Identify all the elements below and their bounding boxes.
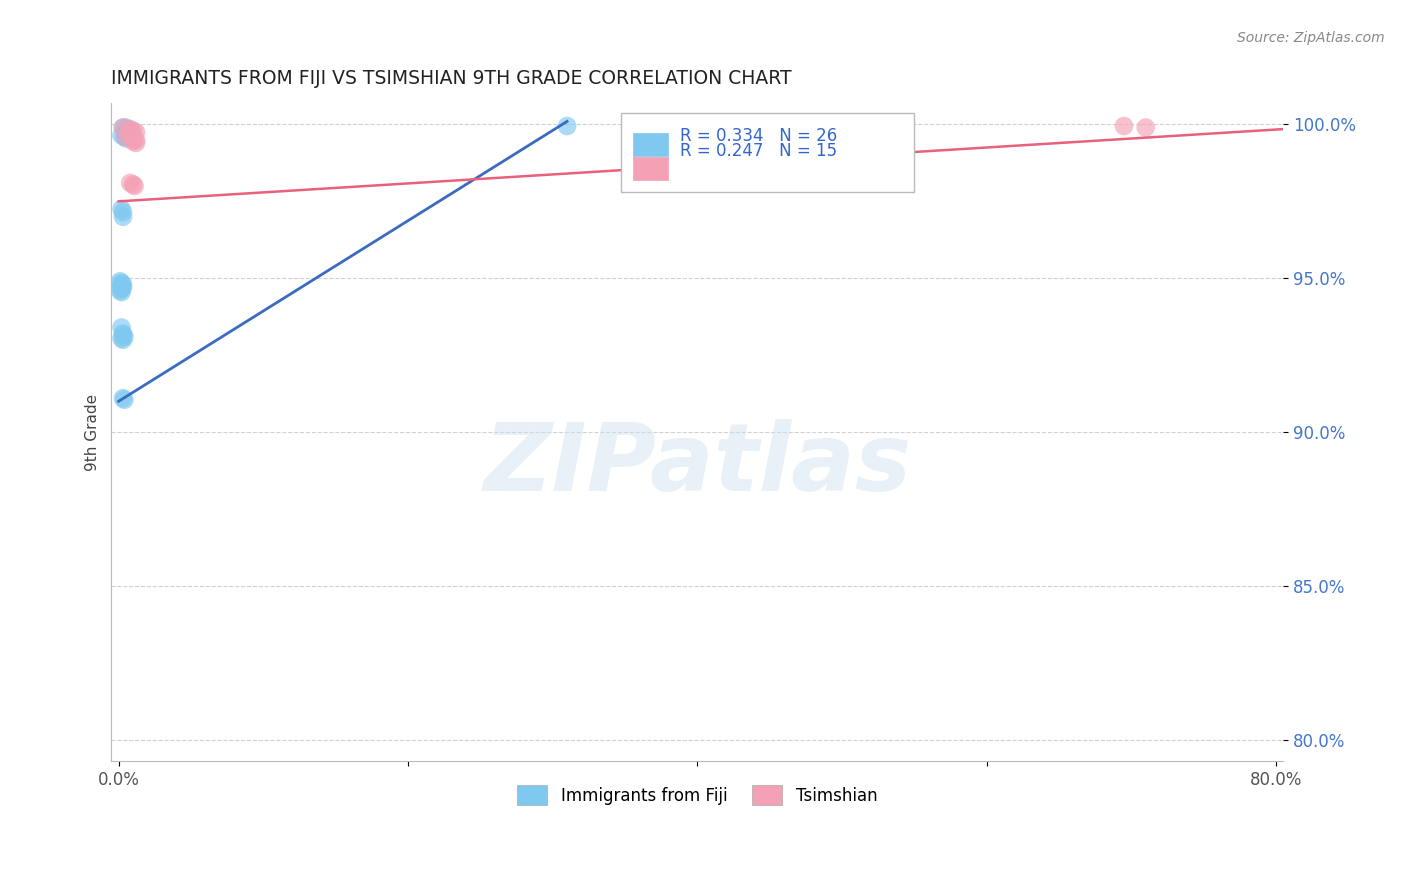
Point [125, 133, 148, 147]
Point [111, 391, 134, 405]
Point [111, 328, 134, 343]
Point [111, 120, 134, 135]
Point [122, 178, 145, 192]
FancyBboxPatch shape [621, 112, 914, 192]
Point [115, 120, 138, 135]
Point [111, 210, 134, 224]
Point [108, 284, 131, 298]
Point [111, 205, 134, 219]
Point [110, 331, 132, 345]
Point [111, 333, 134, 347]
Point [117, 122, 139, 136]
Point [120, 122, 142, 136]
Text: Source: ZipAtlas.com: Source: ZipAtlas.com [1237, 31, 1385, 45]
Point [108, 274, 131, 288]
Point [112, 129, 135, 144]
Point [111, 120, 134, 135]
Point [115, 131, 138, 145]
Point [115, 129, 138, 144]
Point [110, 282, 132, 296]
Text: IMMIGRANTS FROM FIJI VS TSIMSHIAN 9TH GRADE CORRELATION CHART: IMMIGRANTS FROM FIJI VS TSIMSHIAN 9TH GR… [111, 69, 792, 87]
Point [110, 202, 132, 216]
Point [110, 320, 132, 334]
Point [124, 179, 146, 194]
Point [110, 276, 132, 290]
Point [110, 279, 132, 293]
Point [122, 123, 145, 137]
Point [112, 392, 135, 407]
FancyBboxPatch shape [633, 133, 668, 155]
Y-axis label: 9th Grade: 9th Grade [86, 393, 100, 471]
Legend: Immigrants from Fiji, Tsimshian: Immigrants from Fiji, Tsimshian [510, 779, 884, 812]
Point [125, 125, 148, 139]
Text: R = 0.247   N = 15: R = 0.247 N = 15 [679, 143, 837, 161]
FancyBboxPatch shape [633, 157, 668, 180]
Text: ZIPatlas: ZIPatlas [484, 419, 911, 511]
Point [125, 136, 148, 150]
Point [121, 127, 143, 141]
Point [111, 326, 134, 341]
Point [1112, 119, 1135, 133]
Point [112, 329, 135, 343]
Point [1135, 120, 1157, 135]
Point [110, 128, 132, 143]
Point [111, 280, 134, 294]
Point [120, 176, 142, 190]
Point [110, 285, 132, 299]
Text: R = 0.334   N = 26: R = 0.334 N = 26 [679, 128, 837, 145]
Point [111, 277, 134, 292]
Point [122, 135, 145, 149]
Point [555, 119, 578, 133]
Point [122, 131, 145, 145]
